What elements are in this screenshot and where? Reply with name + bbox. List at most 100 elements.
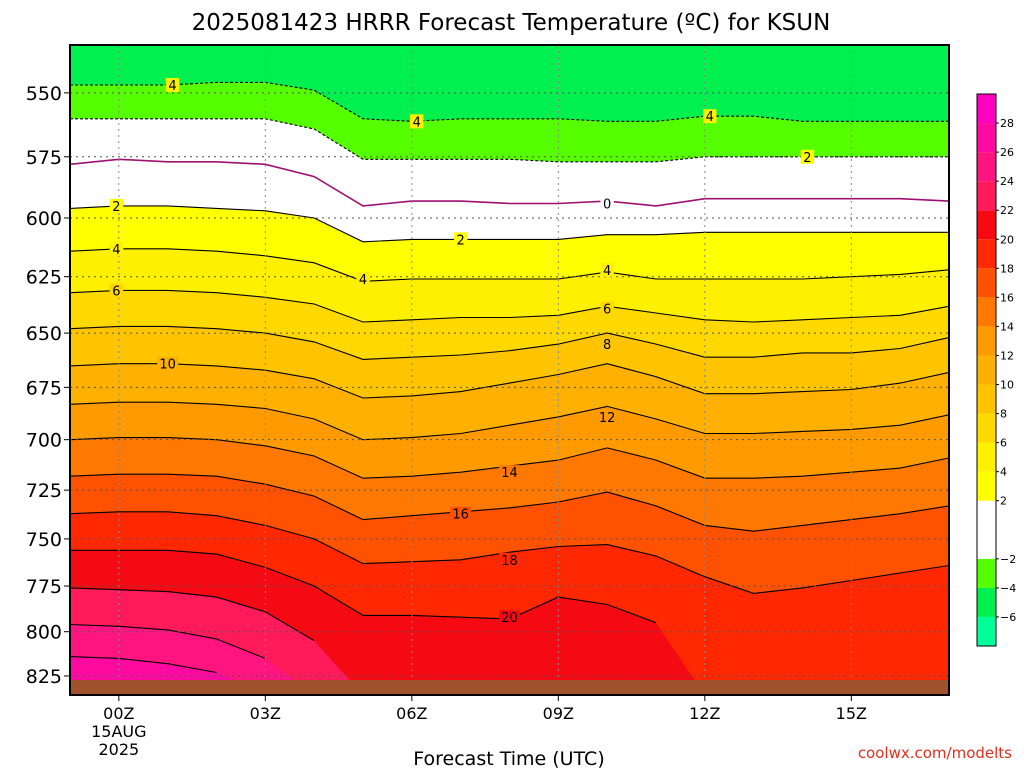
colorbar-swatch [977, 413, 996, 443]
y-tick-label: 575 [26, 147, 62, 169]
y-axis: 550 575 600 625 650 675 700 725 750 775 800 825 [26, 83, 70, 688]
contour-label: 16 [452, 508, 469, 523]
contour-label-bg [800, 149, 815, 164]
contour-label-bg [409, 114, 424, 129]
contour-label-bg [356, 271, 370, 286]
colorbar-frame [976, 93, 997, 647]
colorbar-swatch [977, 181, 996, 211]
colorbar-label: 22 [1000, 204, 1014, 217]
isotherm-line [70, 81, 949, 122]
colorbar-swatch [977, 471, 996, 501]
plot-frame [69, 44, 950, 696]
colorbar-label: 8 [1000, 408, 1007, 421]
isotherm-line [70, 401, 949, 441]
contour-label-bg [109, 283, 124, 298]
contour-label-bg [600, 301, 614, 316]
colorbar-swatch [977, 384, 996, 414]
colorbar-label: −4 [1000, 582, 1016, 595]
colorbar-label: 18 [1000, 262, 1014, 275]
y-tick-label: 700 [26, 430, 62, 452]
colorbar-swatch [977, 326, 996, 356]
colorbar-swatch [977, 152, 996, 182]
x-tick-sublabel: 2025 [98, 740, 139, 759]
contour-label: 6 [603, 303, 611, 318]
contour-label: 4 [112, 243, 120, 258]
colorbar-swatch [977, 558, 996, 588]
colorbar-label: 24 [1000, 175, 1014, 188]
x-tick-label: 00Z [103, 704, 134, 723]
isotherm-line [70, 473, 949, 532]
contour-label-bg [165, 77, 180, 92]
contour-label: 10 [159, 358, 176, 373]
contour-label: 4 [168, 79, 176, 94]
contour-label: 4 [413, 115, 421, 130]
contour-label: 2 [803, 151, 811, 166]
y-tick-label: 775 [26, 576, 62, 598]
y-tick-label: 800 [26, 622, 62, 644]
credit-link[interactable]: coolwx.com/modelts [858, 744, 1012, 762]
contour-label: 6 [112, 284, 120, 299]
colorbar-swatch [977, 442, 996, 472]
colorbar-swatch [977, 616, 996, 646]
x-tick-sublabel: 15AUG [91, 722, 146, 741]
y-tick-label: 675 [26, 377, 62, 399]
contour-label: 2 [457, 233, 465, 248]
isotherm-line [70, 289, 949, 323]
contour-label-bg [702, 109, 717, 124]
contour-label-bg [600, 337, 614, 352]
y-tick-label: 600 [26, 208, 62, 230]
colorbar-label: −6 [1000, 611, 1016, 624]
isotherm-line [70, 248, 949, 282]
colorbar-swatch [977, 355, 996, 385]
ground-surface [70, 680, 949, 695]
y-tick-label: 650 [26, 323, 62, 345]
contour-label: 8 [603, 338, 611, 353]
contour-label-bg [499, 465, 520, 480]
contour-label: 18 [501, 554, 518, 569]
isotherm-line [70, 363, 949, 399]
colorbar-label: 10 [1000, 379, 1014, 392]
contour-label-bg [499, 552, 520, 567]
contour-label: 4 [603, 264, 611, 279]
contour-label-bg [109, 241, 124, 256]
contour-label-bg [157, 356, 179, 371]
band-fill [70, 624, 949, 695]
chart-title: 2025081423 HRRR Forecast Temperature (ºC… [192, 10, 831, 36]
contour-label-bg [450, 506, 472, 521]
isotherm-line [70, 511, 949, 594]
x-tick-label: 12Z [689, 704, 720, 723]
colorbar-swatch [977, 297, 996, 327]
contour-label: 0 [603, 198, 611, 213]
colorbar-label: 14 [1000, 320, 1014, 333]
band-fill [70, 587, 949, 695]
isotherm-line [70, 205, 949, 243]
y-tick-label: 825 [26, 666, 62, 688]
x-tick-label: 15Z [836, 704, 867, 723]
y-tick-label: 750 [26, 529, 62, 551]
colorbar-label: 12 [1000, 349, 1014, 362]
contour-label: 4 [706, 110, 714, 125]
contour-label-bg [499, 610, 520, 625]
contour-label-bg [600, 262, 614, 277]
contour-label: 20 [501, 611, 518, 626]
contour-label-bg [596, 409, 618, 424]
isotherm-line [70, 623, 266, 659]
contour-label: 12 [599, 411, 616, 426]
contour-label: 2 [112, 200, 120, 215]
colorbar-label: 26 [1000, 146, 1014, 159]
contour-label: 14 [501, 466, 518, 481]
contour-label-bg [109, 198, 124, 213]
contour-label: 4 [359, 273, 367, 288]
colorbar-swatch [977, 239, 996, 269]
isotherm-line [70, 158, 949, 207]
y-tick-label: 725 [26, 480, 62, 502]
x-tick-label: 03Z [250, 704, 281, 723]
colorbar-swatch [977, 500, 996, 559]
colorbar-label: 28 [1000, 117, 1014, 130]
x-axis-label: Forecast Time (UTC) [413, 748, 604, 768]
colorbar-label: 20 [1000, 233, 1014, 246]
y-tick-label: 550 [26, 83, 62, 105]
colorbar-label: 2 [1000, 495, 1007, 508]
